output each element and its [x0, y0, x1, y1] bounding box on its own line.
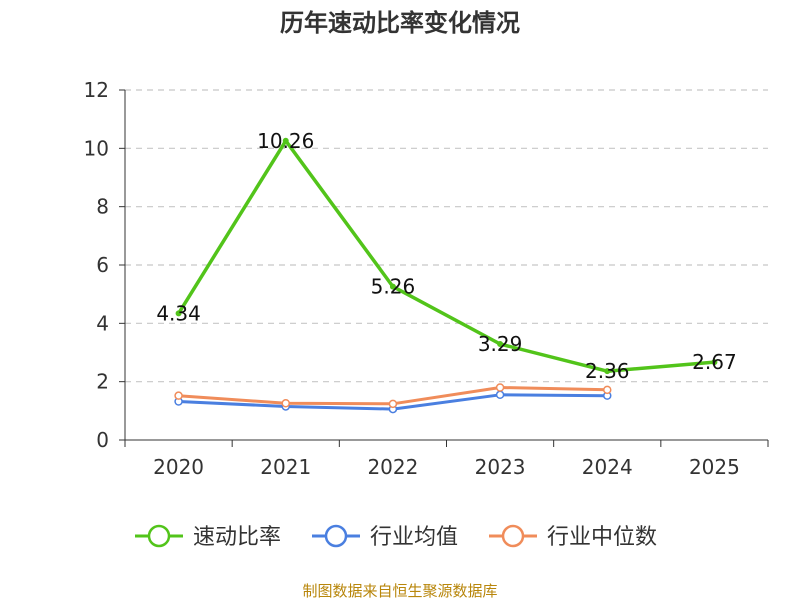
y-tick-label: 0 — [96, 428, 109, 452]
series-point-行业中位数[interactable] — [388, 399, 398, 409]
x-tick-label: 2020 — [153, 455, 204, 479]
series-point-速动比率[interactable] — [389, 283, 396, 290]
y-tick-label: 10 — [84, 136, 109, 160]
x-tick-label: 2023 — [475, 455, 526, 479]
series-line-速动比率 — [177, 139, 715, 373]
series-point-速动比率[interactable] — [282, 137, 289, 144]
x-tick-label: 2024 — [582, 455, 633, 479]
y-tick-label: 12 — [84, 78, 109, 102]
data-labels: 4.34 10.26 5.26 3.29 2.36 2.67 — [156, 129, 736, 383]
series-point-速动比率[interactable] — [497, 341, 504, 348]
chart-title: 历年速动比率变化情况 — [280, 9, 520, 37]
series-point-行业中位数[interactable] — [174, 391, 183, 400]
x-tick-label: 2022 — [367, 455, 418, 479]
series-point-行业均值[interactable] — [495, 390, 505, 400]
series-point-速动比率[interactable] — [604, 368, 611, 375]
x-tick-label: 2025 — [689, 455, 740, 479]
legend-marker — [147, 524, 171, 548]
data-label: 5.26 — [371, 275, 416, 299]
data-label: 4.34 — [156, 301, 201, 325]
series-point-速动比率[interactable] — [175, 310, 182, 317]
data-label: 3.29 — [478, 332, 523, 356]
axes: 0 2 4 6 8 10 12 2020 2021 2022 2023 2024 2025 — [84, 78, 769, 479]
series-point-速动比率[interactable] — [711, 359, 718, 366]
source-note: 制图数据来自恒生聚源数据库 — [302, 582, 497, 600]
legend-marker — [501, 524, 525, 548]
legend-label: 行业中位数 — [547, 525, 657, 550]
y-tick-label: 2 — [96, 370, 109, 394]
y-tick-label: 6 — [96, 253, 109, 277]
data-label: 10.26 — [257, 129, 314, 153]
legend-label: 速动比率 — [193, 525, 281, 550]
data-label: 2.67 — [692, 350, 737, 374]
data-label: 2.36 — [585, 359, 630, 383]
y-tick-label: 8 — [96, 195, 109, 219]
series-layer — [174, 137, 718, 414]
legend-item-行业中位数[interactable]: 行业中位数 — [489, 524, 657, 550]
legend-item-行业均值[interactable]: 行业均值 — [312, 524, 458, 550]
y-tick-label: 4 — [96, 311, 109, 335]
legend-marker — [324, 524, 348, 548]
grid-lines — [125, 89, 768, 383]
series-point-行业中位数[interactable] — [281, 399, 290, 408]
legend[interactable]: 速动比率 行业均值 行业中位数 — [135, 524, 657, 550]
legend-item-速动比率[interactable]: 速动比率 — [135, 524, 281, 550]
x-tick-label: 2021 — [260, 455, 311, 479]
series-point-行业中位数[interactable] — [495, 383, 505, 392]
series-point-行业中位数[interactable] — [603, 385, 612, 395]
legend-label: 行业均值 — [370, 525, 458, 550]
